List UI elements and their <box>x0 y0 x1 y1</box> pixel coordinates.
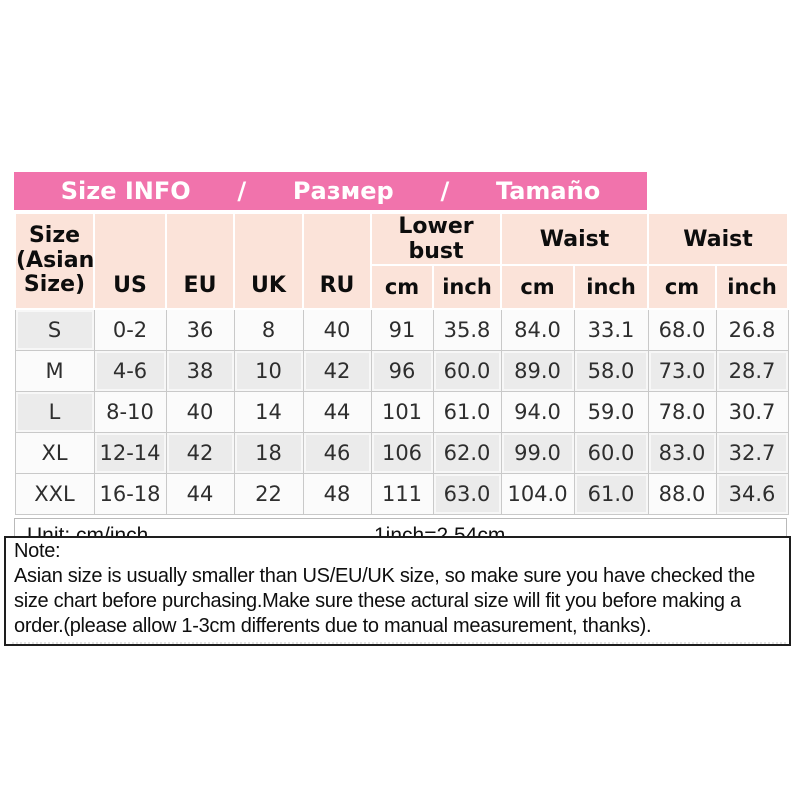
size-cell: M <box>14 350 95 392</box>
note-box: Note: Asian size is usually smaller than… <box>4 536 791 646</box>
table-cell: 91 <box>370 308 434 351</box>
table-cell: 40 <box>302 308 372 351</box>
table-cell: 78.0 <box>647 391 717 433</box>
table-row-s: S 0-2 36 8 40 91 35.8 84.0 33.1 68.0 26.… <box>14 308 789 351</box>
table-cell: 73.0 <box>647 350 717 392</box>
table-cell: 32.7 <box>715 432 789 474</box>
table-cell: 59.0 <box>573 391 649 433</box>
table-cell: 42 <box>302 350 372 392</box>
size-column-header: Size (Asian Size) <box>14 212 95 310</box>
table-cell: 83.0 <box>647 432 717 474</box>
table-cell: 96 <box>370 350 434 392</box>
table-cell: 12-14 <box>93 432 167 474</box>
table-cell: 8-10 <box>93 391 167 433</box>
table-cell: 101 <box>370 391 434 433</box>
table-cell: 30.7 <box>715 391 789 433</box>
table-cell: 35.8 <box>432 308 502 351</box>
title-bar-pink: Size INFO / Размер / Tamaño <box>14 172 647 210</box>
table-cell: 68.0 <box>647 308 717 351</box>
table-cell: 44 <box>302 391 372 433</box>
table-cell: 111 <box>370 473 434 515</box>
table-cell: 94.0 <box>500 391 575 433</box>
table-cell: 58.0 <box>573 350 649 392</box>
table-cell: 33.1 <box>573 308 649 351</box>
title-razmer: Размер <box>292 177 394 205</box>
waist2-group-header: Waist <box>647 212 790 266</box>
table-cell: 61.0 <box>573 473 649 515</box>
table-cell: 16-18 <box>93 473 167 515</box>
title-separator: / <box>440 177 450 205</box>
note-heading: Note: <box>14 540 61 562</box>
size-table: Size (Asian Size) US EU UK RU Lower bust… <box>14 212 790 515</box>
title-size-info: Size INFO <box>60 177 191 205</box>
table-cell: 104.0 <box>500 473 575 515</box>
waist2-inch-header: inch <box>715 264 790 310</box>
waist-group-header: Waist <box>500 212 650 266</box>
table-row-l: L 8-10 40 14 44 101 61.0 94.0 59.0 78.0 … <box>14 391 789 433</box>
size-cell: S <box>14 308 95 351</box>
size-cell: XL <box>14 432 95 474</box>
table-cell: 62.0 <box>432 432 502 474</box>
table-cell: 40 <box>165 391 235 433</box>
table-cell: 44 <box>165 473 235 515</box>
table-cell: 99.0 <box>500 432 575 474</box>
title-band: Size INFO / Размер / Tamaño <box>14 172 787 210</box>
lower-bust-group-header: Lower bust <box>369 212 503 266</box>
size-cell: L <box>14 391 95 433</box>
table-cell: 46 <box>302 432 372 474</box>
table-cell: 38 <box>165 350 235 392</box>
table-cell: 106 <box>370 432 434 474</box>
table-cell: 88.0 <box>647 473 717 515</box>
note-body: Asian size is usually smaller than US/EU… <box>14 565 755 637</box>
header-group-row: Size (Asian Size) US EU UK RU Lower bust… <box>14 212 790 310</box>
cutoff-artifact-line <box>12 642 786 644</box>
lower-bust-inch-header: inch <box>431 264 503 310</box>
lower-bust-cm-header: cm <box>370 264 434 310</box>
table-cell: 60.0 <box>573 432 649 474</box>
waist-inch-header: inch <box>573 264 650 310</box>
uk-column-header: UK <box>233 212 304 310</box>
table-cell: 0-2 <box>93 308 167 351</box>
table-cell: 18 <box>233 432 304 474</box>
table-cell: 84.0 <box>500 308 575 351</box>
table-cell: 8 <box>233 308 304 351</box>
table-cell: 10 <box>233 350 304 392</box>
table-row-xl: XL 12-14 42 18 46 106 62.0 99.0 60.0 83.… <box>14 432 789 474</box>
table-cell: 36 <box>165 308 235 351</box>
waist-cm-header: cm <box>500 264 576 310</box>
size-cell: XXL <box>14 473 95 515</box>
header-unit-row: cm inch cm inch cm inch <box>15 264 790 310</box>
title-separator: / <box>237 177 247 205</box>
title-bar-blank <box>647 172 787 210</box>
table-cell: 89.0 <box>500 350 575 392</box>
eu-column-header: EU <box>165 212 235 310</box>
table-row-m: M 4-6 38 10 42 96 60.0 89.0 58.0 73.0 28… <box>14 350 789 392</box>
table-cell: 22 <box>233 473 304 515</box>
table-cell: 28.7 <box>715 350 789 392</box>
table-cell: 63.0 <box>432 473 502 515</box>
table-row-xxl: XXL 16-18 44 22 48 111 63.0 104.0 61.0 8… <box>14 473 789 515</box>
waist2-cm-header: cm <box>647 264 718 310</box>
ru-column-header: RU <box>302 212 372 310</box>
table-cell: 48 <box>302 473 372 515</box>
us-column-header: US <box>93 212 167 310</box>
table-cell: 61.0 <box>432 391 502 433</box>
size-chart-sheet: Size INFO / Размер / Tamaño Size (Asian … <box>14 172 790 554</box>
table-cell: 42 <box>165 432 235 474</box>
table-cell: 26.8 <box>715 308 789 351</box>
table-cell: 60.0 <box>432 350 502 392</box>
table-cell: 4-6 <box>93 350 167 392</box>
table-cell: 34.6 <box>715 473 789 515</box>
table-cell: 14 <box>233 391 304 433</box>
title-tamano: Tamaño <box>495 177 601 205</box>
